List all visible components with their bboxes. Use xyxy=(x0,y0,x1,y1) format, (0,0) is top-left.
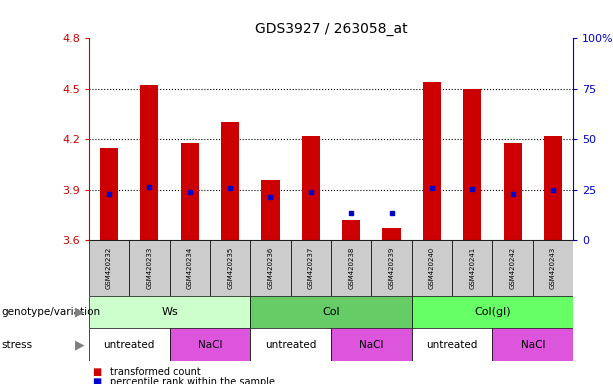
Bar xyxy=(331,328,412,361)
Text: stress: stress xyxy=(1,339,32,350)
Text: untreated: untreated xyxy=(104,339,155,350)
Text: GSM420238: GSM420238 xyxy=(348,247,354,289)
Text: GSM420237: GSM420237 xyxy=(308,247,314,289)
Bar xyxy=(140,86,159,240)
Text: GSM420243: GSM420243 xyxy=(550,247,556,289)
Text: GSM420240: GSM420240 xyxy=(429,247,435,289)
Bar xyxy=(221,122,239,240)
Bar xyxy=(250,296,412,328)
Bar xyxy=(291,240,331,296)
Bar xyxy=(170,240,210,296)
Bar xyxy=(463,89,481,240)
Bar xyxy=(100,147,118,240)
Text: ■: ■ xyxy=(92,377,101,384)
Bar xyxy=(412,296,573,328)
Bar xyxy=(170,328,250,361)
Text: ▶: ▶ xyxy=(75,306,85,318)
Text: NaCl: NaCl xyxy=(359,339,384,350)
Bar xyxy=(89,240,129,296)
Text: ▶: ▶ xyxy=(75,338,85,351)
Text: NaCl: NaCl xyxy=(198,339,222,350)
Text: GSM420233: GSM420233 xyxy=(147,247,153,289)
Bar xyxy=(181,142,199,240)
Bar xyxy=(383,228,401,240)
Text: untreated: untreated xyxy=(427,339,478,350)
Bar xyxy=(492,328,573,361)
Bar xyxy=(89,328,170,361)
Bar xyxy=(89,296,250,328)
Bar xyxy=(210,240,250,296)
Text: transformed count: transformed count xyxy=(110,367,201,377)
Bar xyxy=(250,240,291,296)
Bar xyxy=(371,240,412,296)
Text: Ws: Ws xyxy=(161,307,178,317)
Text: GSM420239: GSM420239 xyxy=(389,247,395,289)
Bar xyxy=(331,240,371,296)
Text: ■: ■ xyxy=(92,367,101,377)
Text: Col: Col xyxy=(322,307,340,317)
Bar xyxy=(129,240,170,296)
Bar xyxy=(492,240,533,296)
Text: GSM420236: GSM420236 xyxy=(267,247,273,289)
Text: GSM420232: GSM420232 xyxy=(106,247,112,289)
Bar xyxy=(544,136,562,240)
Text: GSM420242: GSM420242 xyxy=(509,247,516,289)
Text: GSM420234: GSM420234 xyxy=(187,247,192,289)
Bar xyxy=(412,328,492,361)
Bar xyxy=(342,220,360,240)
Bar xyxy=(452,240,492,296)
Bar xyxy=(302,136,320,240)
Bar xyxy=(412,240,452,296)
Bar xyxy=(503,142,522,240)
Text: GSM420235: GSM420235 xyxy=(227,247,233,289)
Text: untreated: untreated xyxy=(265,339,316,350)
Bar xyxy=(261,180,280,240)
Text: GSM420241: GSM420241 xyxy=(470,247,475,289)
Title: GDS3927 / 263058_at: GDS3927 / 263058_at xyxy=(255,22,407,36)
Bar xyxy=(250,328,331,361)
Bar xyxy=(423,82,441,240)
Text: percentile rank within the sample: percentile rank within the sample xyxy=(110,377,275,384)
Text: Col(gl): Col(gl) xyxy=(474,307,511,317)
Text: genotype/variation: genotype/variation xyxy=(1,307,101,317)
Text: NaCl: NaCl xyxy=(520,339,545,350)
Bar xyxy=(533,240,573,296)
